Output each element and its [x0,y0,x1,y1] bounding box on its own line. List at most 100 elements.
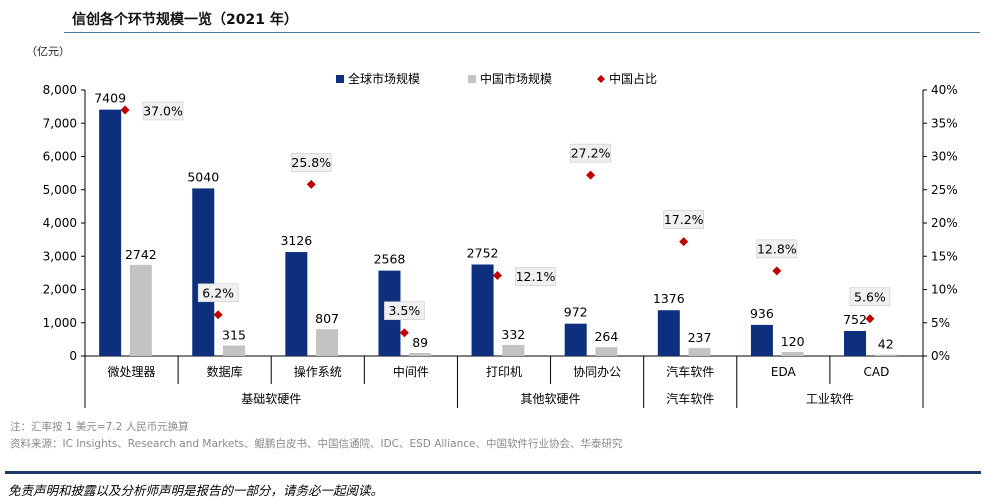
china-market-bar [781,352,804,356]
category-label: EDA [771,365,797,379]
global-market-bar [192,188,215,356]
category-label: CAD [864,365,890,379]
china-market-bar [129,264,152,356]
left-axis-tick-label: 8,000 [43,83,77,97]
right-axis-tick-label: 25% [931,183,958,197]
group-label: 工业软件 [806,392,854,406]
right-axis-tick-label: 15% [931,249,958,263]
china-market-value-label: 237 [688,330,712,345]
legend-global-label: 全球市场规模 [348,71,420,86]
china-share-label-box [663,210,705,229]
category-label: 中间件 [393,364,429,379]
category-label: 汽车软件 [666,364,714,379]
global-market-value-label: 972 [564,305,588,320]
china-share-marker [586,170,596,180]
china-market-bar [595,347,618,356]
china-share-label-box [290,153,332,172]
china-market-bar [409,353,432,356]
global-market-bar [657,310,680,356]
china-share-label: 3.5% [388,303,420,318]
china-share-label: 37.0% [143,103,183,118]
right-axis-tick-label: 20% [931,216,958,230]
right-axis-tick-label: 40% [931,83,958,97]
global-market-value-label: 752 [843,312,867,327]
legend-china-label: 中国市场规模 [480,71,552,86]
china-share-label: 25.8% [291,155,331,170]
global-market-bar [564,323,587,356]
group-label: 基础软硬件 [241,392,301,406]
source-note: 资料来源：IC Insights、Research and Markets、鲲鹏… [10,438,623,450]
right-axis-tick-label: 30% [931,150,958,164]
right-axis-tick-label: 0% [931,349,950,363]
china-market-value-label: 315 [222,328,246,343]
china-share-label: 6.2% [202,285,234,300]
global-market-value-label: 936 [750,306,774,321]
china-market-value-label: 807 [315,311,339,326]
china-market-bar [874,354,897,356]
china-share-label-box [515,267,556,286]
global-market-bar [99,109,122,356]
category-label: 数据库 [207,364,243,379]
left-axis-tick-label: 5,000 [43,183,77,197]
china-market-bar [316,329,339,356]
global-market-value-label: 1376 [653,291,685,306]
china-market-bar [688,348,711,356]
china-market-value-label: 89 [412,335,428,350]
footer-rule [5,471,981,474]
category-label: 协同办公 [573,364,621,379]
right-axis-tick-label: 10% [931,283,958,297]
china-share-marker [492,271,502,281]
group-label: 其他软硬件 [521,392,581,406]
category-label: 操作系统 [294,364,342,379]
legend-china-swatch [468,75,476,83]
china-market-value-label: 2742 [125,247,157,262]
global-market-value-label: 2568 [374,252,406,267]
china-share-label-box [570,143,611,163]
china-market-value-label: 42 [878,337,894,352]
global-market-bar [471,264,494,356]
china-share-label-box [756,239,798,259]
title-rule [64,32,980,33]
china-share-marker [679,237,689,247]
left-axis-tick-label: 3,000 [43,249,77,263]
category-label: 微处理器 [108,365,156,379]
china-share-marker [306,179,316,189]
left-axis-tick-label: 6,000 [43,150,77,164]
legend-global-swatch [336,75,344,83]
global-market-bar [844,330,867,356]
left-axis-tick-label: 0 [69,349,77,363]
china-share-label: 27.2% [571,146,611,161]
group-label: 汽车软件 [666,391,714,406]
china-share-marker [120,105,130,115]
global-market-value-label: 2752 [467,245,499,260]
china-share-label: 17.2% [664,212,704,227]
china-market-bar [502,344,525,356]
legend-share-label: 中国占比 [609,71,657,86]
china-share-marker [772,266,782,276]
left-axis-tick-label: 1,000 [43,316,77,330]
right-axis-tick-label: 5% [931,316,950,330]
disclaimer-text: 免责声明和披露以及分析师声明是报告的一部分，请务必一起阅读。 [8,483,384,498]
chart-area: 0 1,000 2,000 3,000 4,000 5,000 6,000 7,000 8,00… [43,71,958,408]
category-label: 打印机 [486,365,522,379]
china-market-value-label: 120 [781,334,805,349]
global-market-value-label: 5040 [187,169,219,184]
global-market-value-label: 3126 [280,233,312,248]
china-market-value-label: 332 [501,327,525,342]
china-share-marker [213,310,223,320]
right-axis-tick-label: 35% [931,116,958,130]
china-share-marker [399,328,409,338]
global-market-value-label: 7409 [94,91,126,106]
left-axis-tick-label: 4,000 [43,216,77,230]
global-market-bar [750,324,773,356]
china-share-label-box [849,287,891,307]
china-share-marker [865,314,875,324]
china-share-label: 5.6% [854,289,886,304]
left-axis-tick-label: 7,000 [43,116,77,130]
chart-title: 信创各个环节规模一览（2021 年） [72,12,298,28]
china-market-value-label: 264 [594,329,618,344]
china-share-label-box [142,101,184,121]
china-share-label-box [197,283,239,303]
legend-share-swatch [597,75,605,83]
left-axis-tick-label: 2,000 [43,283,77,297]
